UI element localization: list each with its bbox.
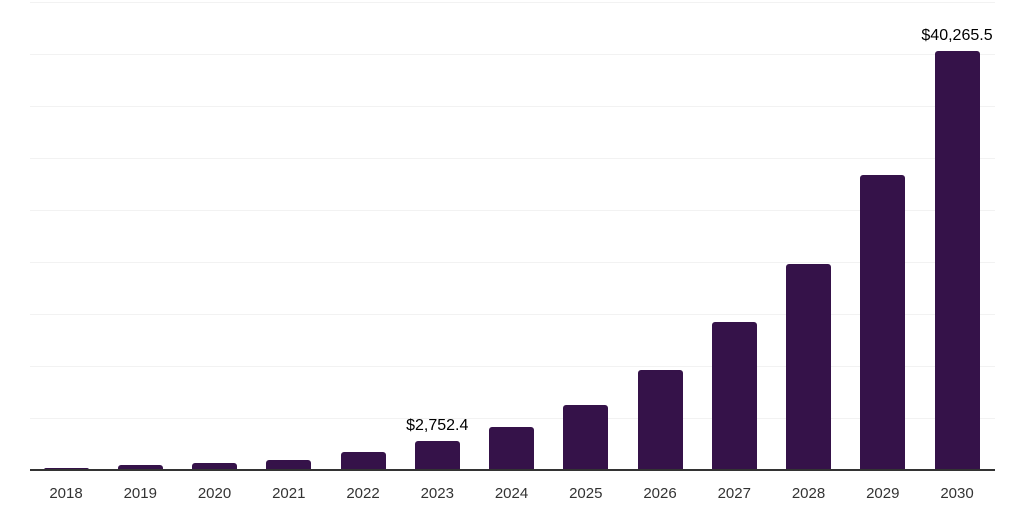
bar-2021 (266, 460, 312, 470)
x-axis-label-2027: 2027 (717, 485, 751, 502)
bar-2019 (117, 465, 163, 470)
x-axis-label-2026: 2026 (643, 485, 677, 502)
gridline-35000 (30, 106, 995, 107)
x-axis-label-2024: 2024 (494, 485, 529, 502)
bar-2026 (637, 369, 683, 470)
gridline-20000 (30, 262, 995, 263)
x-axis-label-2020: 2020 (197, 485, 232, 502)
x-axis-label-2018: 2018 (49, 485, 83, 502)
x-axis-label-2019: 2019 (123, 485, 157, 502)
gridline-10000 (30, 366, 995, 367)
x-axis-label-2030: 2030 (940, 485, 974, 502)
gridline-5000 (30, 418, 995, 419)
x-axis-label-2029: 2029 (866, 485, 900, 502)
value-label-2030: $40,265.5 (921, 27, 993, 45)
bar-2030 (934, 51, 980, 470)
x-axis-label-2022: 2022 (346, 485, 380, 502)
bar-2022 (340, 452, 386, 470)
value-label-2023: $2,752.4 (406, 417, 469, 435)
x-axis-label-2028: 2028 (791, 485, 826, 502)
bar-2024 (489, 427, 534, 470)
gridline-30000 (30, 158, 995, 159)
bar-2028 (786, 263, 831, 470)
gridline-15000 (30, 314, 995, 315)
bar-2025 (563, 404, 609, 470)
gridline-25000 (30, 210, 995, 211)
bar-2029 (860, 174, 906, 470)
bar-2027 (711, 322, 757, 470)
x-axis-label-2021: 2021 (272, 485, 306, 502)
gridline-40000 (30, 54, 995, 55)
gridline-45000 (30, 2, 995, 3)
bar-2020 (192, 463, 237, 470)
x-axis-label-2023: 2023 (420, 485, 454, 502)
bar-2023 (414, 441, 460, 470)
x-axis-line (30, 469, 995, 471)
x-axis-label-2025: 2025 (569, 485, 603, 502)
